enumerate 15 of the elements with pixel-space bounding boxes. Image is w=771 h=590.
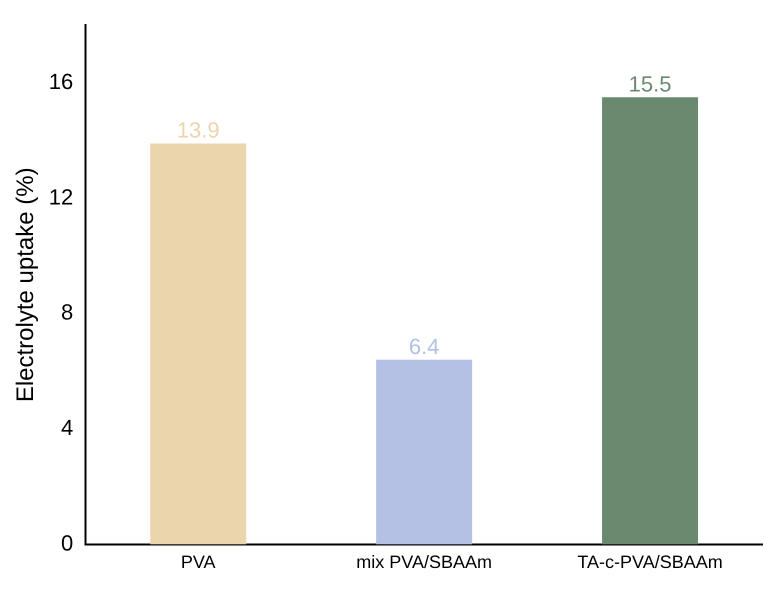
bar [376,360,472,544]
y-tick-label: 0 [61,530,74,556]
x-tick-label: mix PVA/SBAAm [356,552,492,572]
data-label: 15.5 [628,71,672,96]
data-label: 6.4 [408,334,440,359]
y-axis-title: Electrolyte uptake (%) [12,167,40,402]
data-label: 13.9 [176,118,220,143]
y-tick-label: 16 [48,68,74,94]
y-tick-label: 8 [61,300,74,325]
x-tick-label: PVA [180,552,216,572]
y-tick-label: 4 [61,415,74,440]
x-tick-label: TA-c-PVA/SBAAm [577,552,723,572]
bar [150,143,246,544]
bar [602,97,698,544]
y-tick-label: 12 [48,184,74,210]
